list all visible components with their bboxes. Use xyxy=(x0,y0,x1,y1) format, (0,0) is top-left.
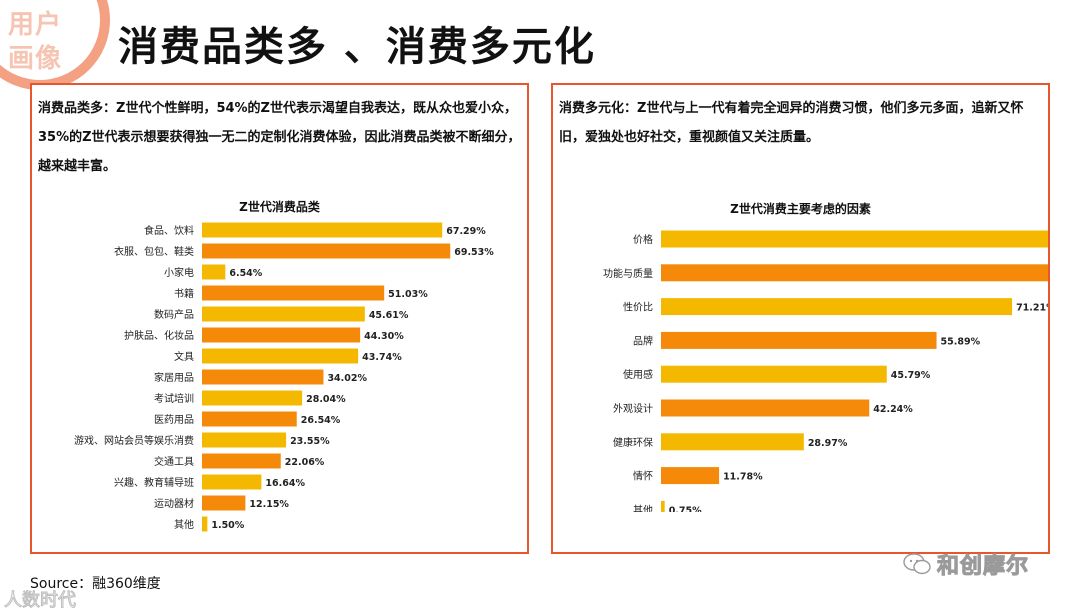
category-label: 书籍 xyxy=(174,287,194,300)
value-label: 67.29% xyxy=(446,226,486,237)
value-label: 26.54% xyxy=(301,415,341,426)
chart-factors: 价格82.62%功能与质量79.63%性价比71.21%品牌55.89%使用感4… xyxy=(603,230,1048,512)
value-label: 1.50% xyxy=(211,520,244,531)
category-label: 其他 xyxy=(633,503,653,512)
bar xyxy=(661,399,870,417)
category-label: 医药用品 xyxy=(154,414,194,426)
value-label: 12.15% xyxy=(249,499,289,510)
bar xyxy=(202,222,443,238)
value-label: 45.79% xyxy=(891,370,931,381)
value-label: 23.55% xyxy=(290,436,330,447)
bar xyxy=(202,243,451,259)
value-label: 28.97% xyxy=(808,438,848,449)
bar xyxy=(202,495,246,511)
category-label: 其他 xyxy=(174,518,194,531)
value-label: 42.24% xyxy=(873,404,913,415)
bar xyxy=(661,264,1048,282)
right-panel-description: 消费多元化：Z世代与上一代有着完全迥异的消费习惯，他们多元多面，追新又怀旧，爱独… xyxy=(559,94,1043,152)
category-label: 使用感 xyxy=(623,368,653,381)
left-panel-text: Z世代个性鲜明，54%的Z世代表示渴望自我表达，既从众也爱小众，35%的Z世代表… xyxy=(38,101,521,174)
value-label: 22.06% xyxy=(285,457,325,468)
bar xyxy=(661,331,937,349)
category-label: 数码产品 xyxy=(154,308,194,321)
bar xyxy=(202,369,324,385)
bar xyxy=(661,433,804,451)
right-panel: 消费多元化：Z世代与上一代有着完全迥异的消费习惯，他们多元多面，追新又怀旧，爱独… xyxy=(551,83,1050,554)
bar xyxy=(202,348,359,364)
category-label: 情怀 xyxy=(633,470,653,483)
value-label: 44.30% xyxy=(364,331,404,342)
bar xyxy=(202,285,385,301)
bar xyxy=(661,365,887,383)
watermark-text: 人数时代 xyxy=(4,590,77,612)
category-label: 衣服、包包、鞋类 xyxy=(114,245,194,258)
category-label: 功能与质量 xyxy=(603,267,653,280)
category-label: 食品、饮料 xyxy=(144,224,194,237)
bar xyxy=(661,298,1013,316)
category-label: 兴趣、教育辅导班 xyxy=(114,476,194,489)
chart-categories: 食品、饮料 67.29% 衣服、包包、鞋类 69.53% 小家电 6.54% 书籍 51.03… xyxy=(74,222,494,532)
category-label: 交通工具 xyxy=(154,455,194,468)
category-label: 护肤品、化妆品 xyxy=(124,329,194,342)
left-panel: 消费品类多：Z世代个性鲜明，54%的Z世代表示渴望自我表达，既从众也爱小众，35… xyxy=(30,83,529,554)
bar xyxy=(661,467,720,485)
right-panel-label: 消费多元化： xyxy=(559,101,638,116)
category-label: 考试培训 xyxy=(154,392,194,405)
category-label: 健康环保 xyxy=(613,436,653,449)
bar xyxy=(202,411,297,427)
bar xyxy=(202,474,262,490)
brand-name: 和创摩尔 xyxy=(936,554,1030,580)
page-title: 消费品类多 、消费多元化 xyxy=(118,24,596,70)
bar xyxy=(661,230,1048,248)
corner-label: 用户画像 xyxy=(8,10,63,74)
value-label: 11.78% xyxy=(723,472,763,483)
bar xyxy=(202,453,281,469)
category-label: 家居用品 xyxy=(154,371,194,384)
value-label: 71.21% xyxy=(1016,303,1048,314)
bar xyxy=(202,306,365,322)
value-label: 34.02% xyxy=(327,373,367,384)
value-label: 45.61% xyxy=(369,310,409,321)
bar xyxy=(202,327,361,343)
value-label: 6.54% xyxy=(229,268,262,279)
chart-title-factors: Z世代消费主要考虑的因素 xyxy=(730,202,871,216)
wechat-icon xyxy=(903,553,931,575)
value-label: 16.64% xyxy=(265,478,305,489)
brand-logo: 和创摩尔 xyxy=(903,548,1029,580)
left-panel-label: 消费品类多： xyxy=(38,101,117,116)
right-panel-text: Z世代与上一代有着完全迥异的消费习惯，他们多元多面，追新又怀旧，爱独处也好社交，… xyxy=(559,101,1024,145)
bar xyxy=(202,390,303,406)
bar xyxy=(202,432,287,448)
category-label: 外观设计 xyxy=(613,402,653,415)
value-label: 0.75% xyxy=(669,505,702,512)
value-label: 43.74% xyxy=(362,352,402,363)
value-label: 28.04% xyxy=(306,394,346,405)
left-panel-description: 消费品类多：Z世代个性鲜明，54%的Z世代表示渴望自我表达，既从众也爱小众，35… xyxy=(38,94,522,181)
bar xyxy=(661,500,665,512)
value-label: 51.03% xyxy=(388,289,428,300)
category-label: 小家电 xyxy=(164,266,194,279)
value-label: 69.53% xyxy=(454,247,494,258)
source-note: Source：融360维度 xyxy=(30,576,161,592)
category-label: 品牌 xyxy=(633,334,653,347)
category-label: 文具 xyxy=(174,350,194,363)
value-label: 55.89% xyxy=(941,336,981,347)
bar xyxy=(202,264,226,280)
category-label: 运动器材 xyxy=(154,497,194,510)
category-label: 游戏、网站会员等娱乐消费 xyxy=(74,434,194,447)
chart-title-categories: Z世代消费品类 xyxy=(239,200,320,214)
category-label: 价格 xyxy=(633,233,653,246)
bar xyxy=(202,516,208,532)
category-label: 性价比 xyxy=(623,301,653,314)
